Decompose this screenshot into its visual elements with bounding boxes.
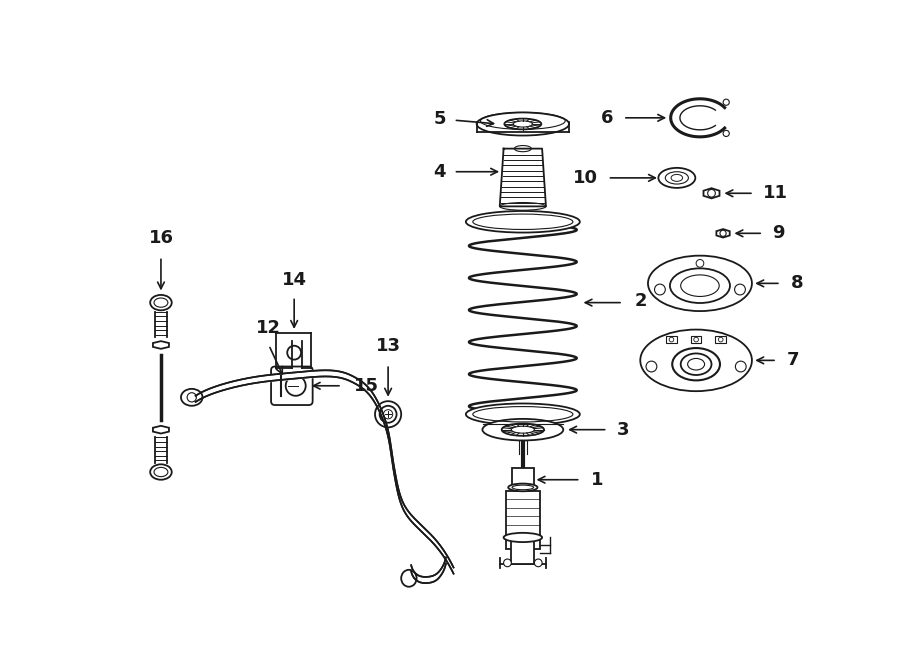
Text: 10: 10 [572, 169, 598, 187]
Ellipse shape [150, 295, 172, 310]
Text: 12: 12 [256, 319, 281, 337]
Ellipse shape [181, 389, 202, 406]
Circle shape [723, 130, 729, 136]
Bar [506, 491, 540, 549]
Ellipse shape [515, 145, 531, 152]
Circle shape [735, 361, 746, 372]
Bar [666, 336, 677, 344]
Text: 3: 3 [616, 420, 629, 439]
Polygon shape [704, 188, 719, 198]
Circle shape [504, 559, 511, 566]
Circle shape [287, 346, 302, 360]
Ellipse shape [504, 533, 542, 542]
Bar [690, 336, 701, 344]
Bar [716, 336, 726, 344]
Text: 13: 13 [375, 337, 401, 355]
Text: 16: 16 [148, 229, 174, 247]
Ellipse shape [648, 256, 752, 311]
Bar [511, 541, 535, 564]
Text: 5: 5 [434, 110, 446, 128]
Ellipse shape [504, 118, 541, 130]
Ellipse shape [401, 570, 417, 587]
Circle shape [696, 260, 704, 267]
Ellipse shape [482, 419, 563, 440]
Circle shape [646, 361, 657, 372]
Text: 1: 1 [590, 471, 603, 488]
Circle shape [375, 401, 401, 428]
Text: 15: 15 [354, 377, 379, 395]
Text: 4: 4 [434, 163, 446, 180]
Circle shape [535, 559, 542, 566]
Text: 11: 11 [763, 184, 788, 202]
Ellipse shape [150, 464, 172, 480]
Polygon shape [500, 149, 546, 206]
Polygon shape [716, 229, 730, 237]
Ellipse shape [501, 424, 544, 436]
Ellipse shape [508, 484, 537, 491]
Bar [512, 468, 534, 487]
Ellipse shape [659, 168, 696, 188]
Text: 7: 7 [787, 352, 799, 369]
Polygon shape [153, 426, 169, 434]
Circle shape [723, 99, 729, 105]
Text: 9: 9 [772, 224, 785, 243]
Text: 6: 6 [601, 109, 614, 127]
Text: 2: 2 [634, 292, 647, 310]
Ellipse shape [466, 211, 580, 233]
Ellipse shape [466, 403, 580, 425]
Text: 14: 14 [282, 271, 307, 289]
Ellipse shape [640, 330, 752, 391]
Text: 8: 8 [791, 274, 804, 292]
Circle shape [654, 284, 665, 295]
Ellipse shape [500, 202, 546, 210]
Polygon shape [153, 341, 169, 349]
Ellipse shape [477, 112, 569, 136]
FancyBboxPatch shape [271, 367, 312, 405]
Circle shape [734, 284, 745, 295]
